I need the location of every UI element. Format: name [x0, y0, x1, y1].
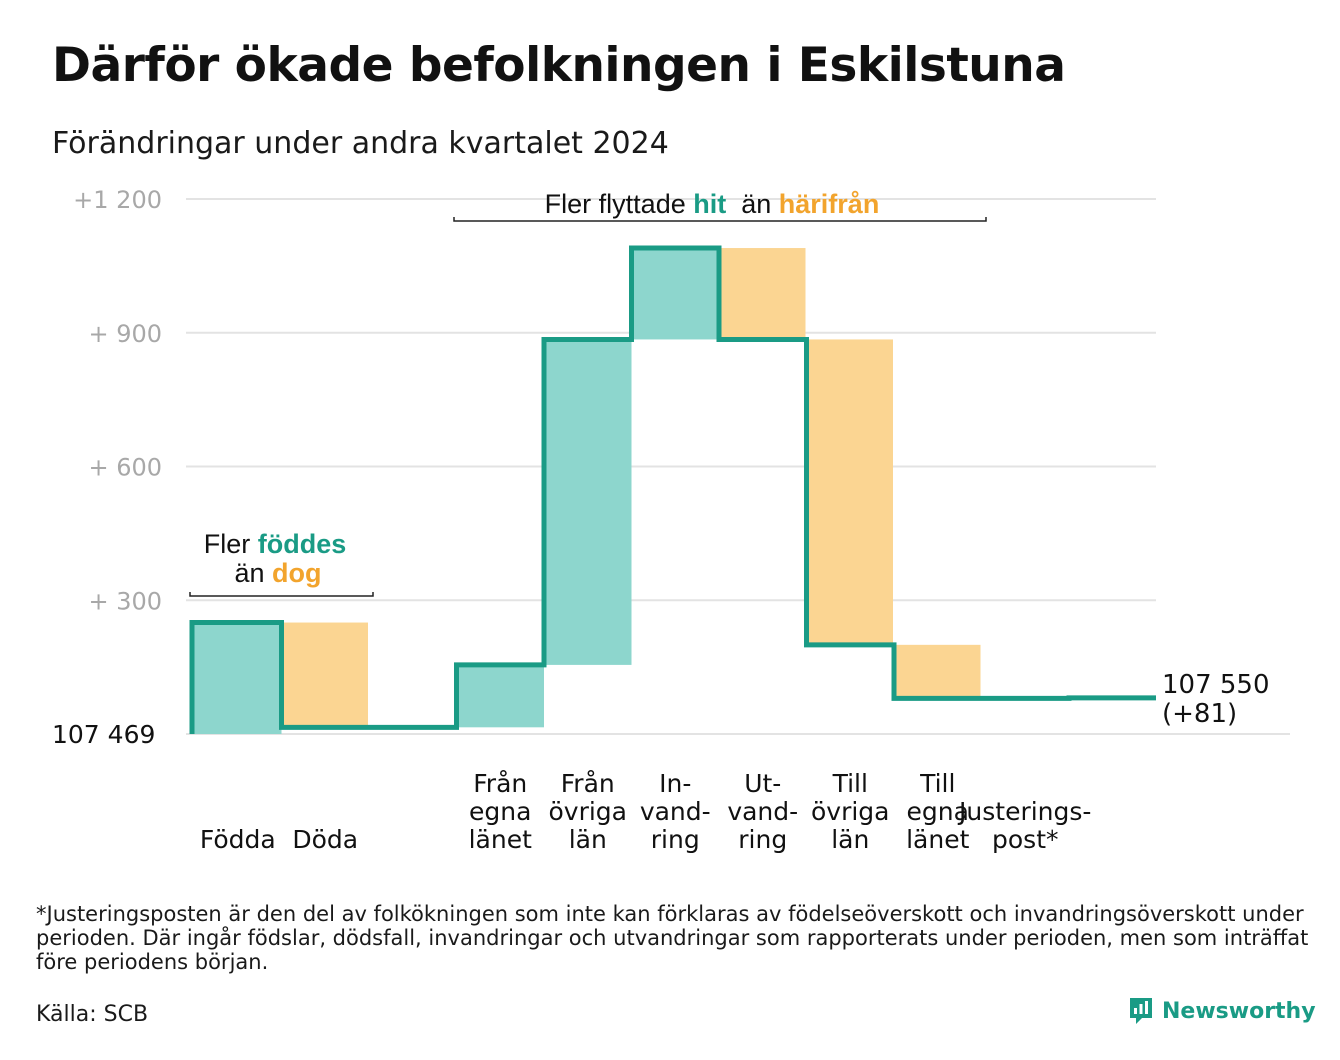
annotation-births: Fler föddes [204, 529, 347, 559]
annotation-part-plain: än [726, 189, 779, 219]
category-label: Döda [292, 825, 358, 854]
waterfall-bar-out [719, 248, 806, 340]
category-label: egna [469, 797, 531, 826]
bracket-births-deaths [189, 592, 374, 597]
annotation-part-plain: Fler flyttade [545, 189, 694, 219]
end-value-label: 107 550 [1162, 670, 1270, 700]
category-label: Från [561, 769, 615, 798]
category-label: länet [469, 825, 532, 854]
chart-title: Därför ökade befolkningen i Eskilstuna [52, 38, 1066, 93]
category-label: ring [651, 825, 700, 854]
chart-subtitle: Förändringar under andra kvartalet 2024 [52, 126, 669, 161]
brand-name: Newsworthy [1162, 998, 1316, 1024]
category-label: övriga [548, 797, 627, 826]
waterfall-bar-in [544, 339, 632, 665]
annotation-part-out: dog [272, 558, 321, 588]
annotation-part-in: föddes [258, 529, 347, 559]
y-tick-label: + 900 [88, 320, 162, 348]
category-label: län [831, 825, 869, 854]
waterfall-chart: + 300 + 600 + 900 +1 200 107 469 107 550(+81)… [52, 186, 1290, 854]
category-label: Till [919, 769, 955, 798]
annotation-part-out: härifrån [779, 189, 880, 219]
waterfall-bar-in [631, 248, 719, 340]
annotation-deaths: än dog [234, 558, 321, 588]
category-label: länet [906, 825, 969, 854]
annotation-part-plain: Fler [204, 529, 258, 559]
y-tick-label: + 300 [88, 587, 162, 615]
bracket-migration [453, 217, 987, 222]
y-tick-label: + 600 [88, 454, 162, 482]
annotation-part-in: hit [693, 189, 726, 219]
category-label: vand- [640, 797, 711, 826]
end-change-label: (+81) [1162, 699, 1237, 729]
newsworthy-logo-icon [1130, 998, 1152, 1024]
category-label: Justerings- [957, 797, 1091, 826]
waterfall-bar-in [194, 622, 282, 734]
source-label: Källa: SCB [36, 1002, 149, 1027]
brand-logo: Newsworthy [1128, 996, 1316, 1026]
category-label: Ut- [744, 769, 781, 798]
category-label: Från [473, 769, 527, 798]
waterfall-bar-out [806, 339, 893, 645]
y-tick-label: +1 200 [73, 186, 162, 214]
waterfall-bar-in [456, 664, 544, 728]
footnote: *Justeringsposten är den del av folkökni… [36, 902, 1309, 974]
category-label: Till [832, 769, 868, 798]
category-label: Födda [200, 825, 276, 854]
category-label: In- [659, 769, 691, 798]
start-value-label: 107 469 [52, 720, 155, 749]
category-label: län [569, 825, 607, 854]
category-label: egna [907, 797, 969, 826]
category-label: post* [992, 825, 1059, 854]
waterfall-bar-out [894, 644, 981, 699]
category-label: ring [738, 825, 787, 854]
category-label: övriga [811, 797, 890, 826]
cumulative-step-line [189, 245, 1156, 734]
annotation-migration: Fler flyttade hit än härifrån [545, 189, 880, 219]
annotation-part-plain: än [234, 558, 272, 588]
waterfall-bar-out [281, 622, 368, 728]
category-label: vand- [727, 797, 798, 826]
